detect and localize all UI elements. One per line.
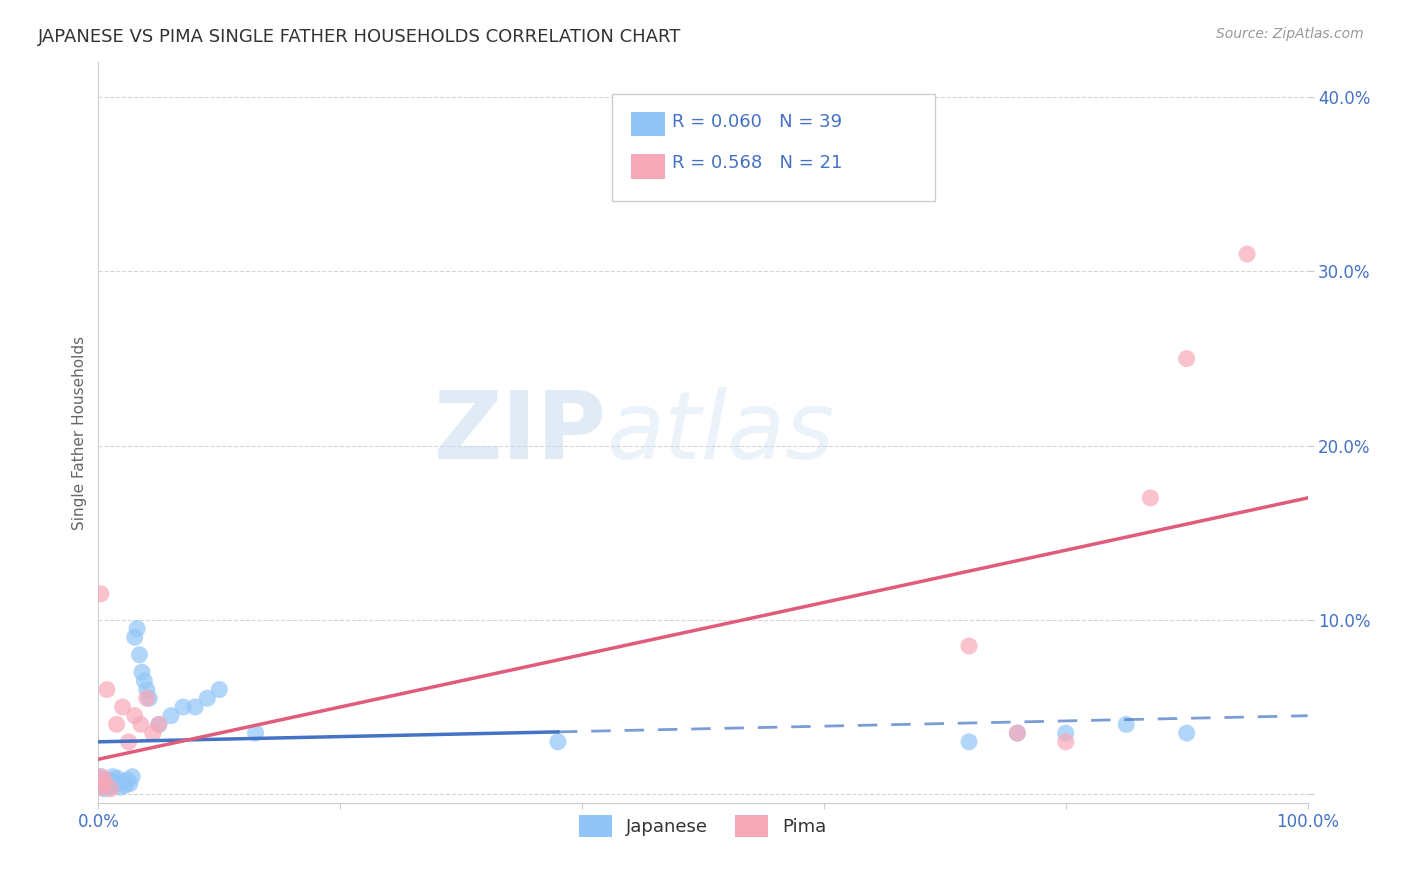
Point bbox=[90, 587, 112, 601]
Point bbox=[129, 717, 152, 731]
Point bbox=[1007, 726, 1029, 740]
Point bbox=[245, 726, 267, 740]
Point bbox=[1115, 717, 1137, 731]
Point bbox=[89, 778, 111, 792]
Point bbox=[114, 778, 136, 792]
Point bbox=[121, 770, 143, 784]
Point bbox=[91, 780, 114, 794]
Point bbox=[208, 682, 231, 697]
Point bbox=[127, 622, 149, 636]
Point bbox=[1175, 726, 1198, 740]
Text: ZIP: ZIP bbox=[433, 386, 606, 479]
Point bbox=[172, 700, 194, 714]
Point bbox=[96, 778, 118, 792]
Text: R = 0.060   N = 39: R = 0.060 N = 39 bbox=[672, 113, 842, 131]
Point bbox=[148, 717, 170, 731]
Point bbox=[94, 775, 117, 789]
Point bbox=[89, 778, 111, 792]
Point bbox=[1007, 726, 1029, 740]
Point bbox=[101, 770, 124, 784]
Point bbox=[97, 777, 120, 791]
Point bbox=[93, 781, 115, 796]
Point bbox=[90, 770, 112, 784]
Point bbox=[547, 735, 569, 749]
Legend: Japanese, Pima: Japanese, Pima bbox=[571, 805, 835, 846]
Point bbox=[108, 780, 131, 794]
Point bbox=[107, 772, 129, 786]
Point bbox=[142, 726, 165, 740]
Point bbox=[1054, 735, 1077, 749]
Point bbox=[134, 673, 156, 688]
Point bbox=[1139, 491, 1161, 505]
Point bbox=[105, 717, 128, 731]
Point bbox=[124, 630, 146, 644]
Point bbox=[117, 773, 139, 788]
Point bbox=[160, 708, 183, 723]
Point bbox=[138, 691, 160, 706]
Y-axis label: Single Father Households: Single Father Households bbox=[72, 335, 87, 530]
Point bbox=[184, 700, 207, 714]
Point bbox=[118, 777, 141, 791]
Point bbox=[128, 648, 150, 662]
Point bbox=[93, 773, 115, 788]
Point bbox=[96, 682, 118, 697]
Point bbox=[135, 691, 157, 706]
Point bbox=[90, 770, 112, 784]
Point bbox=[111, 700, 134, 714]
Point bbox=[957, 639, 980, 653]
Point bbox=[98, 780, 121, 794]
Text: R = 0.568   N = 21: R = 0.568 N = 21 bbox=[672, 154, 842, 172]
Point bbox=[100, 781, 122, 796]
Point bbox=[118, 735, 141, 749]
Point bbox=[195, 691, 218, 706]
Point bbox=[124, 708, 146, 723]
Text: Source: ZipAtlas.com: Source: ZipAtlas.com bbox=[1216, 27, 1364, 41]
Point bbox=[148, 717, 170, 731]
Point bbox=[1236, 247, 1258, 261]
Point bbox=[1054, 726, 1077, 740]
Point bbox=[91, 778, 114, 792]
Point bbox=[135, 682, 157, 697]
Point bbox=[104, 777, 127, 791]
Point bbox=[91, 773, 114, 788]
Point bbox=[111, 775, 134, 789]
Point bbox=[1175, 351, 1198, 366]
Point bbox=[100, 773, 122, 788]
Point bbox=[131, 665, 153, 680]
Text: atlas: atlas bbox=[606, 387, 835, 478]
Point bbox=[957, 735, 980, 749]
Text: JAPANESE VS PIMA SINGLE FATHER HOUSEHOLDS CORRELATION CHART: JAPANESE VS PIMA SINGLE FATHER HOUSEHOLD… bbox=[38, 28, 682, 45]
